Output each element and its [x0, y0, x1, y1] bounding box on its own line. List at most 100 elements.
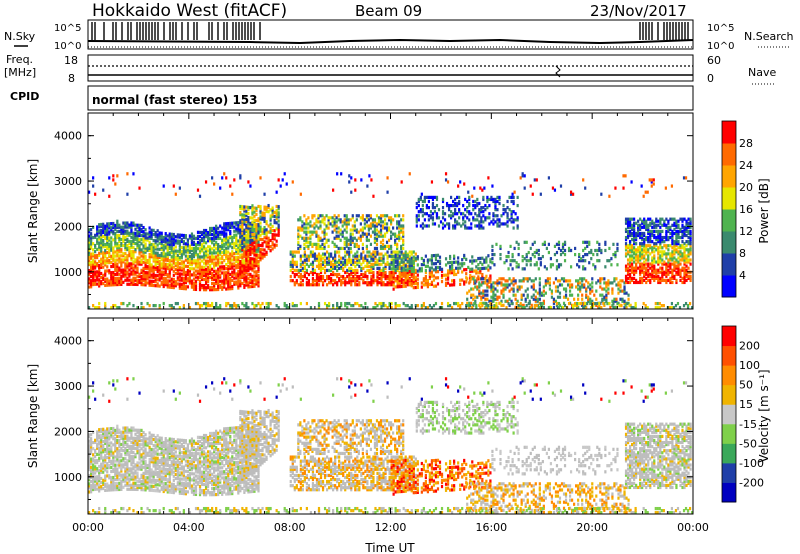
data-cell	[271, 214, 274, 218]
data-cell	[525, 263, 528, 267]
data-cell	[422, 279, 425, 283]
data-cell	[447, 208, 451, 212]
data-cell	[508, 289, 511, 293]
data-cell	[639, 242, 642, 246]
data-cell	[400, 281, 403, 285]
data-cell	[635, 221, 638, 225]
data-cell	[297, 246, 300, 251]
data-cell	[237, 280, 240, 284]
data-cell	[394, 232, 397, 236]
data-cell	[353, 236, 356, 240]
data-cell	[144, 250, 147, 254]
data-cell	[231, 192, 234, 196]
data-cell	[219, 279, 222, 283]
data-cell	[190, 238, 194, 242]
data-cell	[595, 303, 598, 307]
data-cell	[428, 274, 432, 278]
data-cell	[227, 238, 230, 242]
data-cell	[136, 242, 139, 246]
data-cell	[478, 224, 481, 228]
data-cell	[459, 262, 462, 266]
data-cell	[170, 234, 173, 238]
data-cell	[186, 285, 190, 289]
data-cell	[492, 197, 495, 202]
data-cell	[299, 268, 302, 273]
data-cell	[445, 222, 449, 226]
data-cell	[190, 263, 194, 267]
data-cell	[168, 232, 171, 236]
data-cell	[140, 234, 143, 238]
data-cell	[198, 271, 202, 275]
data-cell	[523, 257, 526, 261]
data-cell	[510, 299, 513, 303]
data-cell	[663, 260, 666, 264]
data-cell	[235, 251, 238, 256]
data-cell	[525, 259, 528, 263]
data-cell	[392, 271, 395, 275]
data-cell	[394, 271, 397, 275]
data-cell	[645, 250, 648, 254]
data-cell	[192, 234, 196, 238]
data-cell	[466, 226, 469, 230]
data-cell	[338, 262, 341, 266]
data-cell	[321, 281, 325, 285]
data-cell	[591, 281, 594, 285]
data-cell	[243, 261, 246, 265]
data-cell	[319, 264, 323, 268]
data-cell	[489, 266, 492, 270]
data-cell	[584, 252, 587, 257]
data-cell	[554, 299, 558, 303]
data-cell	[603, 303, 606, 307]
data-cell	[446, 261, 450, 265]
data-cell	[653, 225, 656, 229]
data-cell	[336, 260, 339, 264]
data-cell	[152, 271, 155, 275]
data-cell	[194, 253, 198, 257]
data-cell	[637, 223, 640, 227]
data-cell	[512, 293, 515, 297]
data-cell	[382, 254, 385, 258]
data-cell	[361, 246, 364, 251]
data-cell	[486, 206, 489, 210]
data-cell	[508, 297, 511, 301]
data-cell	[443, 224, 447, 228]
data-cell	[176, 233, 179, 237]
data-cell	[367, 224, 371, 228]
data-cell	[128, 262, 131, 266]
data-cell	[580, 259, 583, 263]
data-cell	[239, 226, 242, 231]
data-cell	[375, 214, 379, 218]
data-cell	[215, 287, 218, 292]
data-cell	[247, 224, 250, 228]
data-cell	[259, 215, 262, 219]
data-cell	[386, 262, 389, 266]
data-cell	[317, 258, 321, 262]
data-cell	[402, 226, 405, 230]
data-cell	[479, 271, 482, 275]
data-cell	[402, 254, 405, 258]
data-cell	[118, 280, 121, 285]
data-cell	[624, 266, 628, 270]
data-cell	[196, 257, 200, 261]
data-cell	[649, 266, 652, 270]
data-cell	[88, 277, 91, 281]
data-cell	[307, 246, 310, 251]
data-cell	[92, 235, 95, 240]
data-cell	[295, 250, 298, 254]
data-cell	[255, 235, 258, 239]
data-cell	[510, 199, 513, 204]
data-cell	[317, 262, 321, 266]
data-cell	[452, 212, 455, 216]
data-cell	[521, 267, 524, 271]
data-cell	[630, 254, 634, 258]
data-cell	[180, 276, 183, 280]
data-cell	[370, 262, 373, 266]
data-cell	[309, 240, 312, 244]
data-cell	[198, 230, 202, 235]
data-cell	[582, 267, 585, 271]
data-cell	[387, 216, 391, 220]
data-cell	[624, 264, 628, 268]
data-cell	[142, 236, 145, 240]
data-cell	[154, 259, 157, 263]
data-cell	[174, 261, 177, 265]
